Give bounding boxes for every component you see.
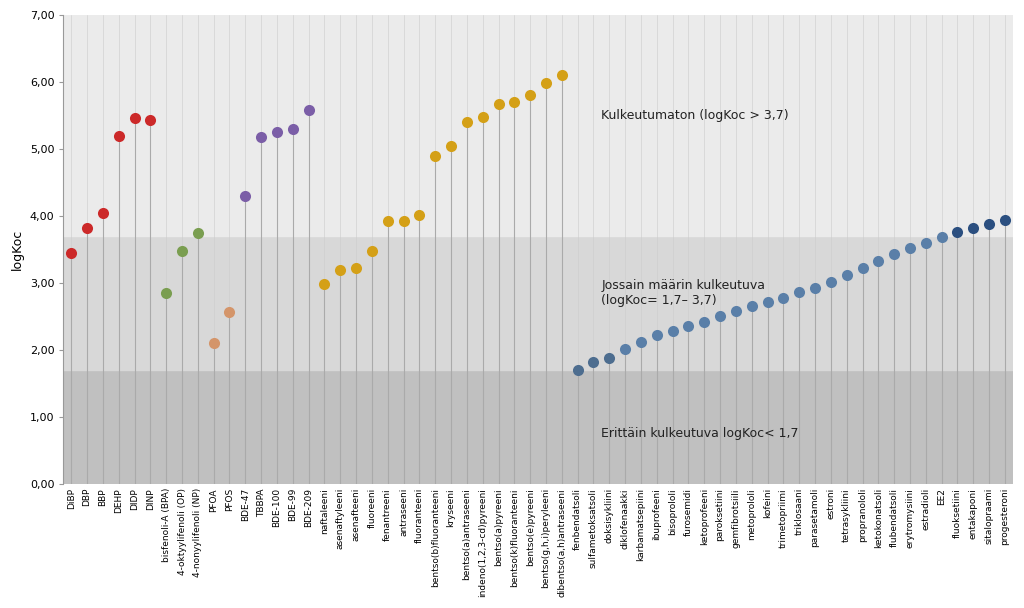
Text: Kulkeutumaton (logKoc > 3,7): Kulkeutumaton (logKoc > 3,7) [601, 109, 790, 122]
Bar [63, 15, 1013, 236]
Text: Erittäin kulkeutuva logKoc< 1,7: Erittäin kulkeutuva logKoc< 1,7 [601, 427, 799, 440]
Bar [63, 236, 1013, 370]
Bar [63, 370, 1013, 484]
Y-axis label: logKoc: logKoc [11, 229, 25, 270]
Text: Jossain määrin kulkeutuva
(logKoc= 1,7– 3,7): Jossain määrin kulkeutuva (logKoc= 1,7– … [601, 279, 765, 307]
